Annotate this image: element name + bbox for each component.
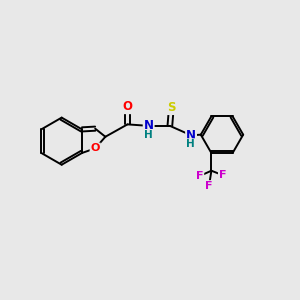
Text: O: O — [122, 100, 133, 113]
Text: F: F — [196, 171, 203, 181]
Text: S: S — [167, 101, 176, 114]
Text: H: H — [186, 139, 195, 149]
Text: O: O — [91, 143, 100, 153]
Text: F: F — [205, 181, 213, 191]
Text: N: N — [186, 129, 196, 142]
Text: H: H — [144, 130, 152, 140]
Text: N: N — [144, 119, 154, 132]
Text: F: F — [219, 170, 226, 180]
